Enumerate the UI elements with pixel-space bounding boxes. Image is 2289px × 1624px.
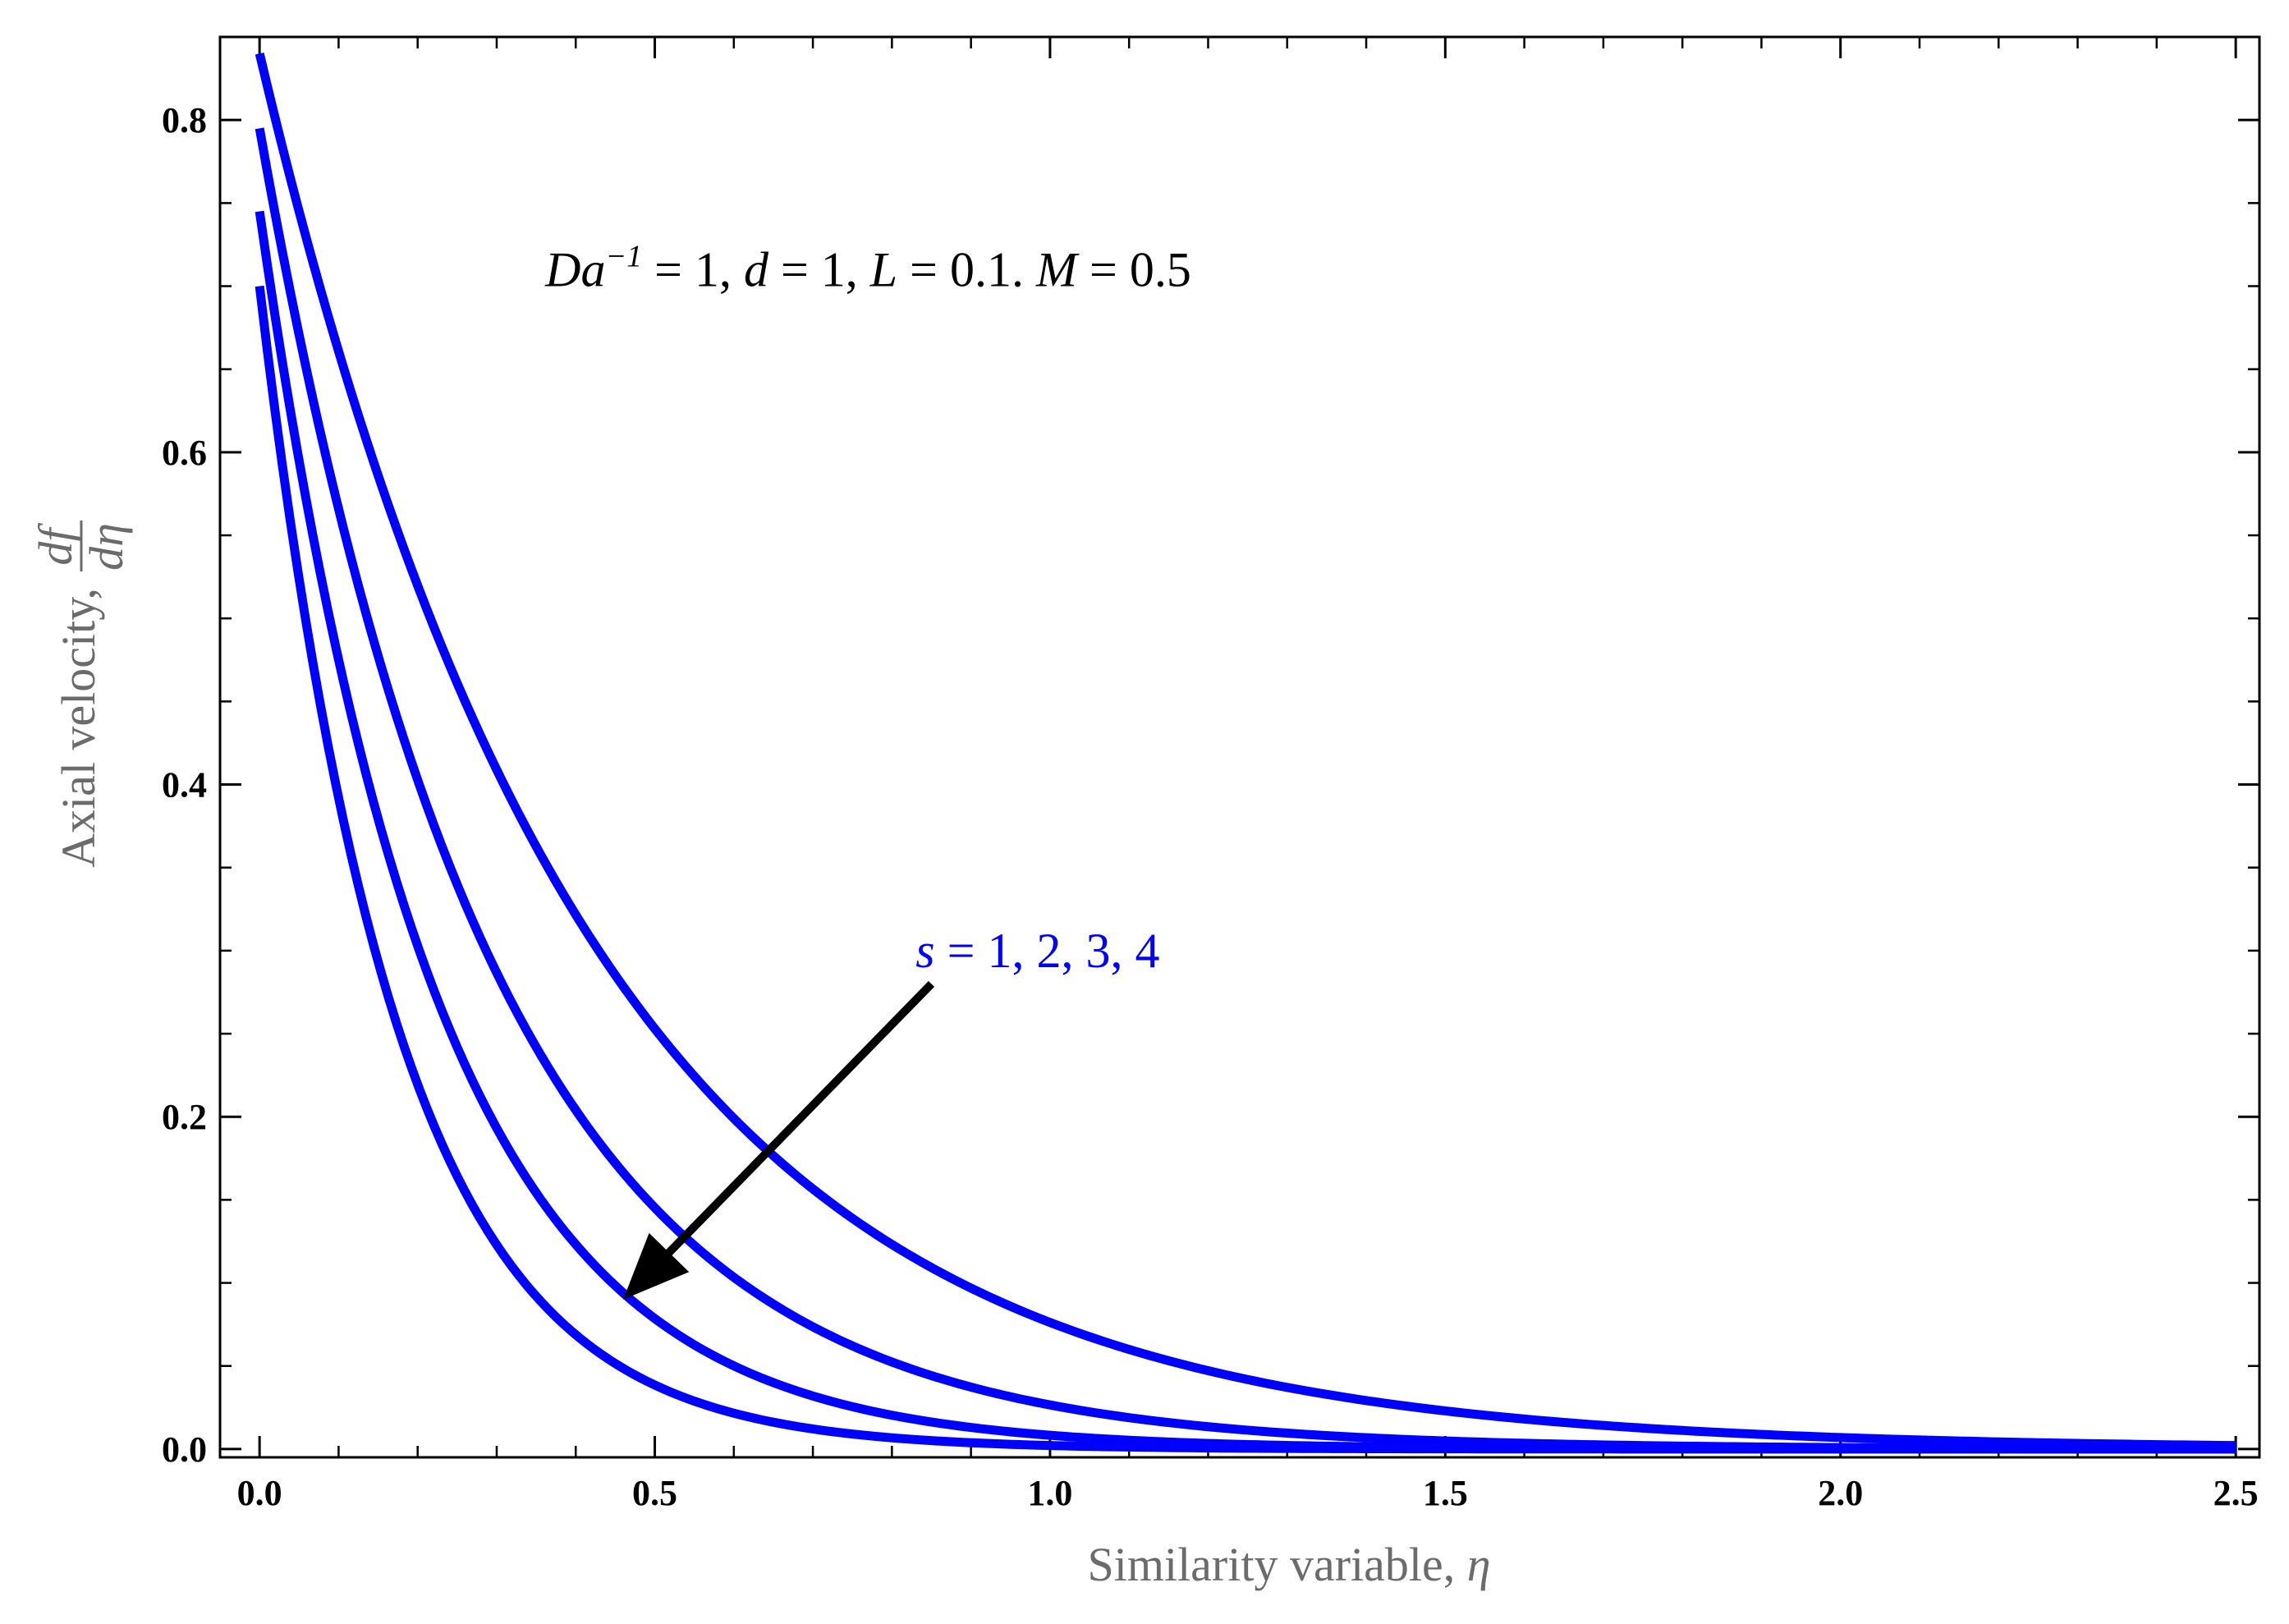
- x-axis-label: Similarity variable, η: [1087, 1538, 1490, 1591]
- series-annotation: s = 1, 2, 3, 4: [915, 924, 1159, 978]
- x-tick-label: 0.0: [237, 1473, 282, 1513]
- series-line-s2: [255, 127, 2236, 1454]
- x-tick-label: 0.5: [632, 1473, 677, 1513]
- arrow-shaft: [663, 980, 935, 1258]
- trend-arrow: [623, 980, 935, 1300]
- param-l-value: = 0.1.: [897, 243, 1036, 297]
- param-da-value: = 1,: [642, 243, 744, 297]
- series-annotation-values: = 1, 2, 3, 4: [935, 924, 1160, 978]
- param-m-value: = 0.5: [1077, 243, 1191, 297]
- param-l: L: [869, 243, 897, 297]
- series-line-s3: [255, 210, 2236, 1454]
- x-tick-labels: 0.0 0.5 1.0 1.5 2.0 2.5: [237, 1473, 2259, 1513]
- param-da-exponent: −1: [605, 240, 642, 274]
- series-line-s4: [255, 285, 2236, 1454]
- x-tick-label: 2.5: [2213, 1473, 2259, 1513]
- y-axis-label-denominator: dη: [80, 523, 133, 571]
- y-axis-label: Axial velocity, df dη: [29, 521, 133, 868]
- y-tick-labels: 0.0 0.2 0.4 0.6 0.8: [162, 100, 207, 1470]
- y-tick-label: 0.6: [162, 433, 207, 473]
- series-line-s1: [255, 52, 2236, 1451]
- series-annotation-symbol: s: [915, 924, 934, 978]
- param-d-value: = 1,: [768, 243, 870, 297]
- y-tick-label: 0.2: [162, 1097, 207, 1137]
- x-axis-label-text: Similarity variable,: [1087, 1538, 1466, 1591]
- param-m: M: [1035, 243, 1080, 297]
- major-ticks: [220, 37, 2259, 1457]
- minor-ticks: [220, 35, 2259, 1457]
- parameter-annotation: Da−1 = 1, d = 1, L = 0.1. M = 0.5: [544, 240, 1191, 297]
- y-tick-label: 0.0: [162, 1429, 207, 1470]
- x-tick-label: 2.0: [1818, 1473, 1863, 1513]
- plot-frame: [218, 35, 2261, 1459]
- series-lines: [255, 52, 2236, 1454]
- param-d: d: [744, 243, 769, 297]
- x-tick-label: 1.5: [1423, 1473, 1468, 1513]
- y-axis-label-text: Axial velocity,: [52, 588, 105, 868]
- arrow-head: [623, 1232, 690, 1300]
- y-tick-label: 0.8: [162, 100, 207, 140]
- svg-text:Axial velocity,: Axial velocity,: [52, 588, 105, 868]
- y-tick-label: 0.4: [162, 765, 207, 805]
- x-tick-label: 1.0: [1027, 1473, 1072, 1513]
- param-da: Da: [544, 243, 605, 297]
- y-axis-label-numerator: df: [29, 523, 82, 566]
- x-axis-label-symbol: η: [1467, 1538, 1491, 1591]
